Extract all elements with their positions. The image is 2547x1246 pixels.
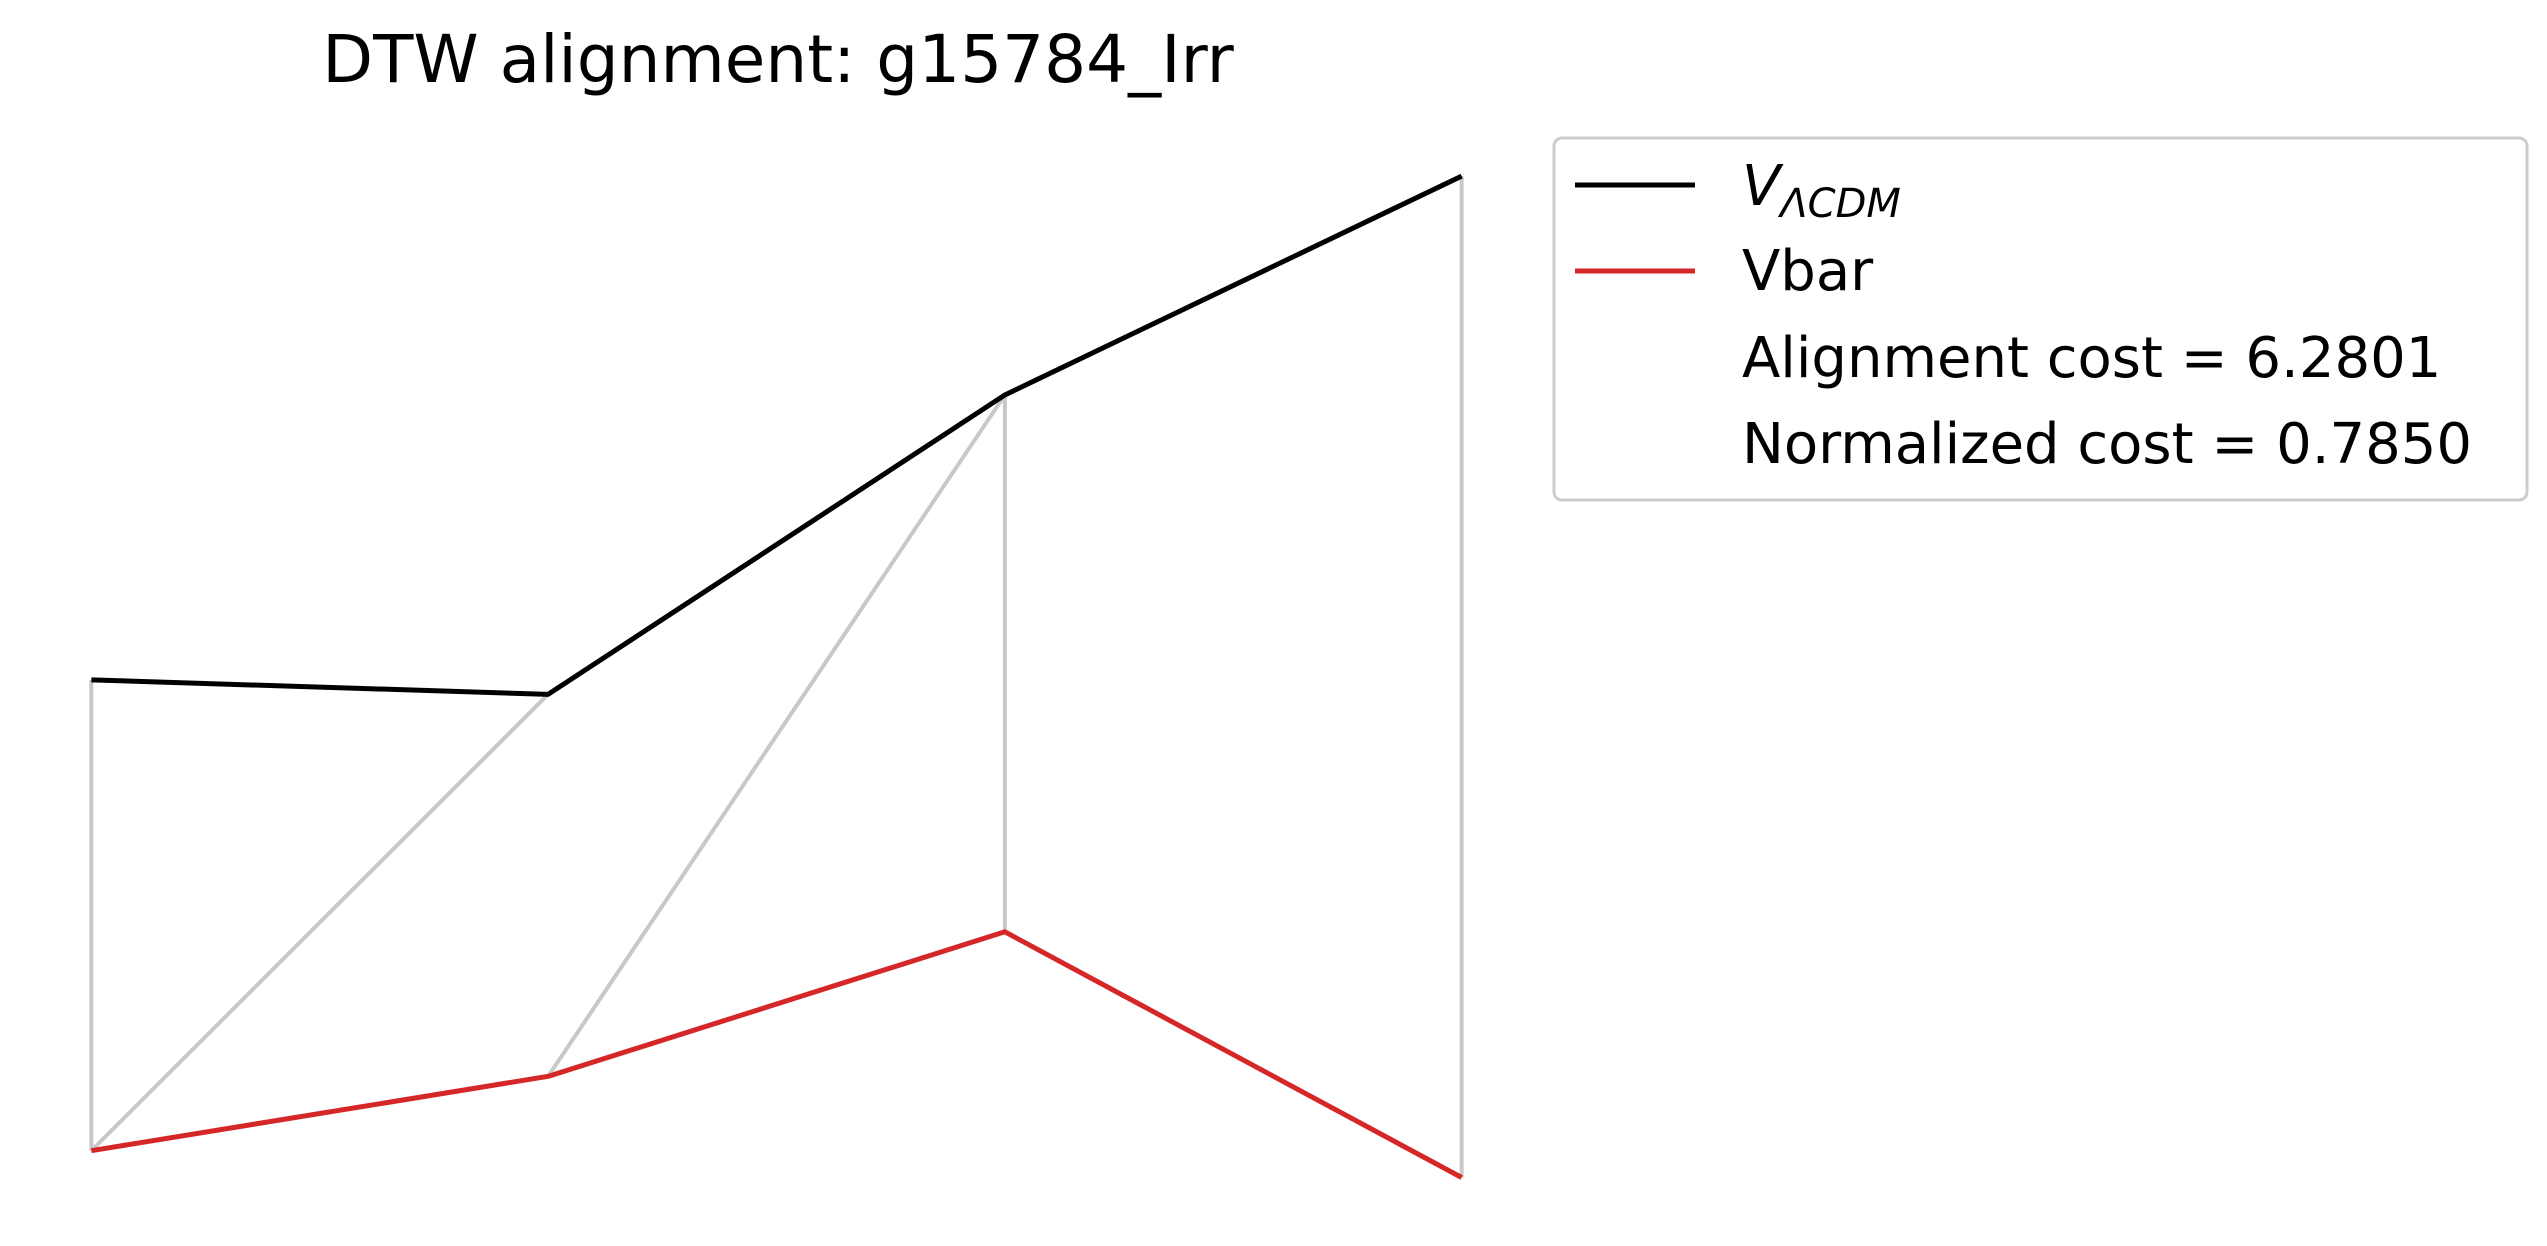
- alignment-line-1: [89, 692, 550, 1153]
- series-line-lcdm: [91, 173, 1463, 697]
- legend-label-vbar: Vbar: [1742, 239, 1874, 304]
- alignment-line-2: [546, 393, 1007, 1078]
- legend-label-lcdm-sub: ΛCDM: [1777, 181, 1901, 227]
- chart-title: DTW alignment: g15784_Irr: [322, 21, 1234, 98]
- series-lines: [90, 173, 1463, 1180]
- legend-label-lcdm: VΛCDM: [1742, 154, 1901, 227]
- legend-alignment-cost: Alignment cost = 6.2801: [1742, 326, 2441, 391]
- legend: VΛCDM Vbar Alignment cost = 6.2801 Norma…: [1552, 136, 2529, 502]
- legend-label-lcdm-main: V: [1742, 154, 1784, 219]
- series-line-vbar: [90, 929, 1463, 1180]
- alignment-lines: [89, 176, 1464, 1178]
- legend-normalized-cost: Normalized cost = 0.7850: [1742, 412, 2472, 477]
- legend-box: [1552, 136, 2529, 502]
